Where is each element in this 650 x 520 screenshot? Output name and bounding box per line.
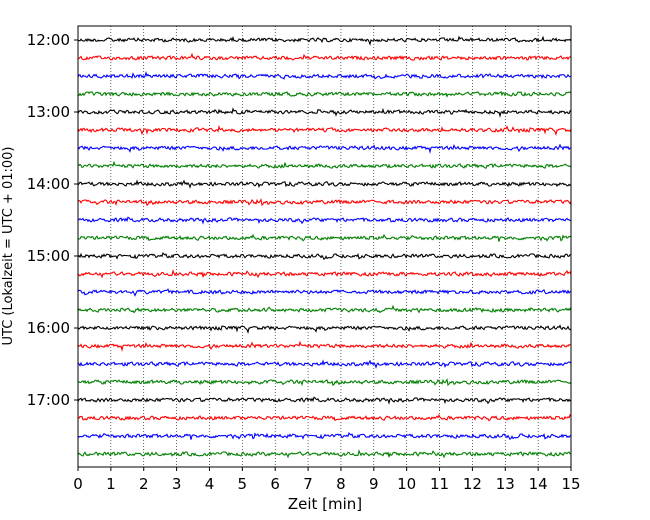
y-tick-label-1700: 17:00: [27, 391, 70, 409]
y-axis-ticks: 12:00 13:00 14:00 15:00 16:00 17:00: [27, 31, 78, 409]
x-tick-label-10: 10: [397, 475, 416, 493]
trace-1500: [77, 251, 572, 261]
y-tick-label-1200: 12:00: [27, 31, 70, 49]
trace-1245: [77, 90, 572, 98]
x-tick-label-4: 4: [205, 475, 215, 493]
x-tick-label-0: 0: [73, 475, 83, 493]
x-tick-label-7: 7: [303, 475, 313, 493]
trace-1615: [77, 340, 572, 353]
y-tick-label-1400: 14:00: [27, 175, 70, 193]
trace-1315: [77, 124, 572, 136]
trace-1545: [77, 304, 572, 314]
x-tick-label-3: 3: [172, 475, 182, 493]
trace-1415: [77, 198, 572, 207]
x-axis-label: Zeit [min]: [288, 495, 362, 513]
trace-1745: [77, 449, 572, 459]
trace-1630: [77, 359, 572, 369]
y-tick-label-1300: 13:00: [27, 103, 70, 121]
trace-1430: [77, 216, 572, 225]
x-tick-label-12: 12: [463, 475, 482, 493]
x-tick-label-9: 9: [369, 475, 379, 493]
trace-1515: [77, 269, 572, 279]
y-tick-label-1600: 16:00: [27, 319, 70, 337]
trace-1700: [77, 396, 572, 405]
x-tick-label-2: 2: [139, 475, 149, 493]
x-tick-label-8: 8: [336, 475, 346, 493]
trace-1730: [77, 431, 572, 441]
trace-1215: [77, 52, 572, 61]
trace-1600: [77, 324, 572, 334]
plot-frame: [77, 25, 572, 468]
y-axis-label: UTC (Lokalzeit = UTC + 01:00): [1, 147, 16, 346]
trace-1530: [77, 288, 572, 297]
seismic-traces: [77, 35, 572, 459]
trace-1200: [77, 35, 572, 46]
x-tick-label-15: 15: [561, 475, 580, 493]
trace-1715: [77, 413, 572, 422]
x-tick-label-13: 13: [496, 475, 515, 493]
trace-1330: [77, 143, 572, 155]
trace-1230: [77, 71, 572, 80]
trace-1445: [77, 233, 572, 242]
x-tick-label-14: 14: [529, 475, 548, 493]
x-tick-label-6: 6: [270, 475, 280, 493]
x-tick-label-5: 5: [238, 475, 248, 493]
x-axis-ticks: 0 1 2 3 4 5 6 7 8 9 10 11 12 13 14 15: [73, 467, 581, 493]
trace-1300: [77, 107, 572, 118]
x-tick-label-11: 11: [430, 475, 449, 493]
trace-1400: [77, 179, 572, 189]
x-tick-label-1: 1: [106, 475, 116, 493]
trace-1345: [77, 160, 572, 169]
y-tick-label-1500: 15:00: [27, 247, 70, 265]
trace-1645: [77, 378, 572, 387]
